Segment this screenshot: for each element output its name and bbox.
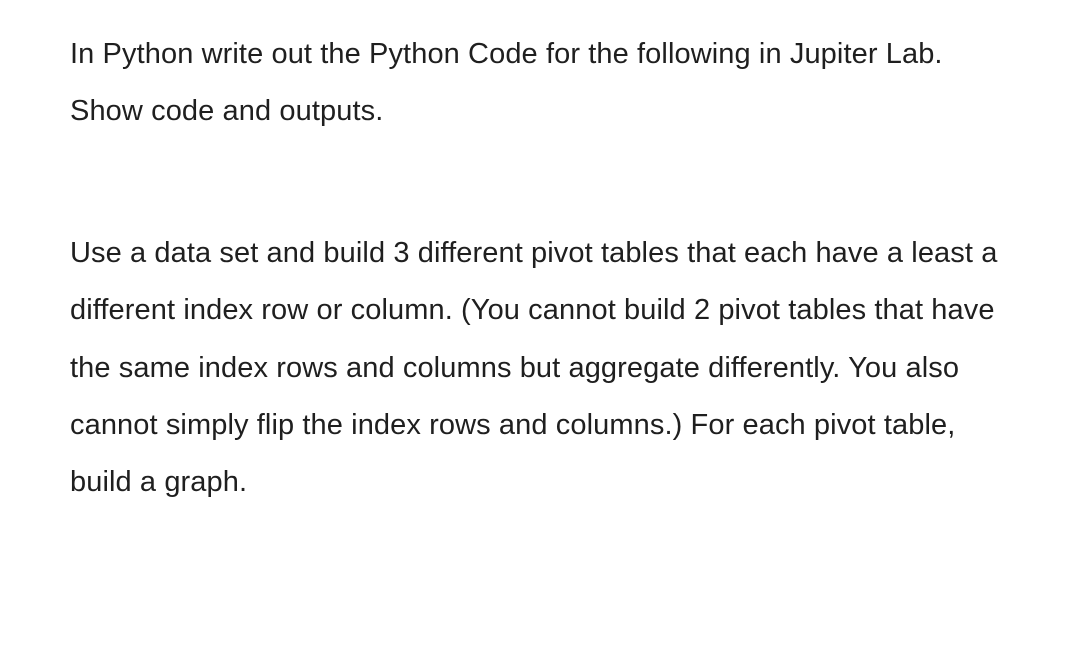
- document-body: In Python write out the Python Code for …: [0, 0, 1076, 552]
- paragraph-task: Use a data set and build 3 different piv…: [70, 225, 1006, 512]
- paragraph-gap: [70, 141, 1006, 225]
- paragraph-intro: In Python write out the Python Code for …: [70, 26, 1006, 141]
